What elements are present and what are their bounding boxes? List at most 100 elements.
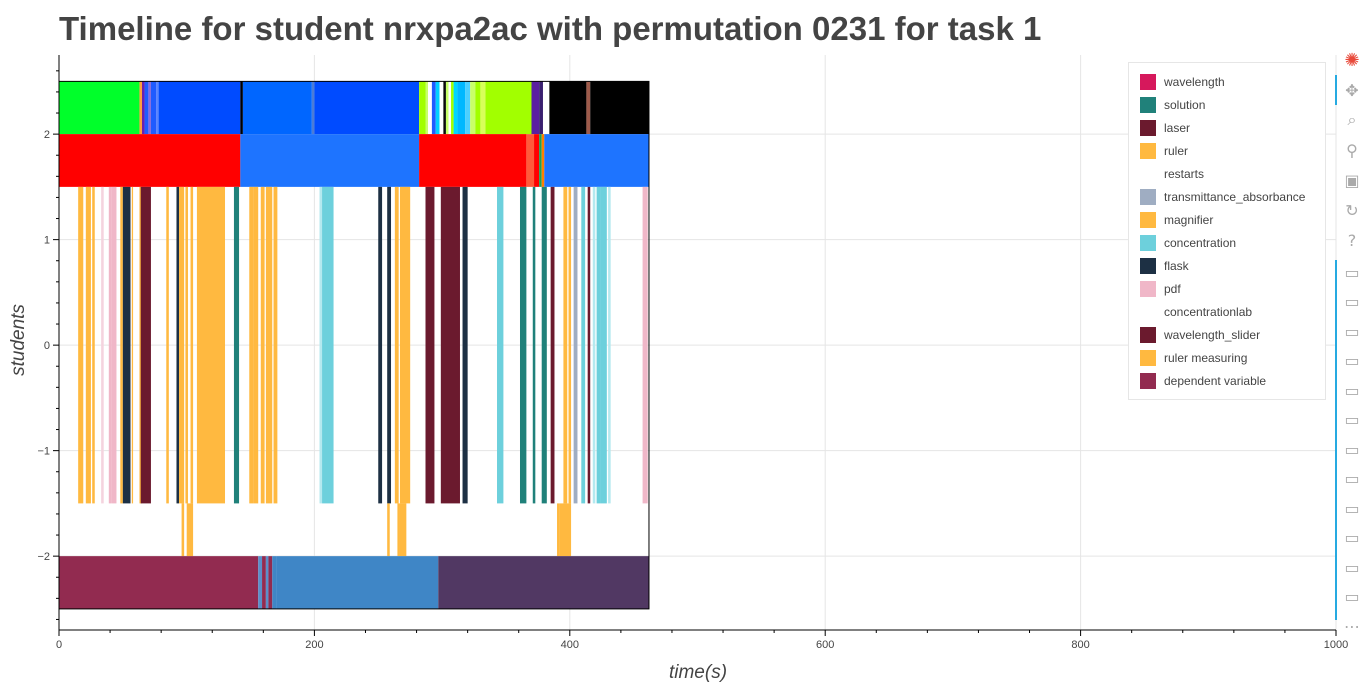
hover-icon[interactable]: ▭ xyxy=(1344,469,1360,488)
timeline-segment xyxy=(131,186,134,504)
timeline-segment xyxy=(539,134,542,187)
hover-icon[interactable]: ▭ xyxy=(1344,498,1360,518)
legend-item[interactable]: magnifier xyxy=(1140,208,1213,231)
legend-item[interactable]: transmittance_absorbance xyxy=(1140,185,1305,208)
timeline-segment xyxy=(542,81,550,135)
hover-icon[interactable]: ▭ xyxy=(1344,410,1360,429)
timeline-segment xyxy=(544,134,649,187)
legend-label: magnifier xyxy=(1164,212,1214,227)
timeline-segment xyxy=(608,186,611,504)
timeline-segment xyxy=(532,186,536,504)
timeline-segment xyxy=(311,81,315,135)
y-tick-label: 0 xyxy=(44,340,50,352)
legend: wavelength solution laser ruler restarts tran… xyxy=(1128,62,1326,400)
legend-item[interactable]: restarts xyxy=(1140,162,1204,185)
timeline-bars xyxy=(58,80,650,610)
legend-item[interactable]: pdf xyxy=(1140,277,1181,300)
hover-icon[interactable]: ▭ xyxy=(1344,262,1360,282)
timeline-segment xyxy=(419,81,426,135)
x-tick-label: 600 xyxy=(816,639,834,651)
timeline-segment xyxy=(92,186,95,504)
active-hover-indicator xyxy=(1335,260,1337,620)
timeline-segment xyxy=(59,81,140,135)
chart-title: Timeline for student nrxpa2ac with permu… xyxy=(59,10,1041,47)
hover-icon[interactable]: ▭ xyxy=(1344,439,1360,459)
reset-icon[interactable]: ↻ xyxy=(1345,200,1359,220)
legend-item[interactable]: wavelength xyxy=(1140,70,1225,93)
legend-label: pdf xyxy=(1164,281,1181,296)
timeline-segment xyxy=(445,81,449,135)
hover-icon[interactable]: ▭ xyxy=(1344,351,1360,370)
timeline-segment xyxy=(139,81,143,135)
legend-item[interactable]: dependent variable xyxy=(1140,369,1266,392)
legend-label: concentrationlab xyxy=(1164,304,1253,319)
timeline-segment xyxy=(526,134,535,187)
save-icon[interactable]: ▣ xyxy=(1344,170,1360,190)
legend-item[interactable]: laser xyxy=(1140,116,1190,139)
hover-icon[interactable]: ▭ xyxy=(1344,380,1360,400)
legend-swatch xyxy=(1140,303,1156,320)
timeline-segment xyxy=(242,81,312,135)
timeline-segment xyxy=(59,134,241,187)
legend-swatch xyxy=(1140,188,1156,205)
timeline-segment xyxy=(531,81,540,135)
timeline-segment xyxy=(156,81,159,135)
timeline-segment xyxy=(475,81,481,135)
x-tick-label: 800 xyxy=(1071,639,1089,651)
plot-toolbar: ✺ ✥ ⌕ ⚲ ▣ ↻? ▭ ▭ ▭ ▭ ▭ ▭ ▭ ▭ ▭ ▭ ▭ ▭ ⋯ xyxy=(1335,48,1366,638)
hover-icon[interactable]: ▭ xyxy=(1344,557,1360,577)
pan-icon[interactable]: ✥ xyxy=(1345,80,1359,100)
timeline-segment xyxy=(448,81,452,135)
timeline-segment xyxy=(378,186,383,504)
timeline-segment xyxy=(435,81,440,135)
legend-label: concentration xyxy=(1164,235,1237,250)
legend-item[interactable]: concentrationlab xyxy=(1140,300,1252,323)
timeline-segment xyxy=(586,81,591,135)
timeline-segment xyxy=(425,186,435,504)
legend-item[interactable]: ruler measuring xyxy=(1140,346,1247,369)
hover-icon[interactable]: ▭ xyxy=(1344,587,1360,606)
timeline-segment xyxy=(443,81,446,135)
timeline-segment xyxy=(186,503,194,557)
timeline-segment xyxy=(457,81,466,135)
timeline-segment xyxy=(101,186,104,504)
hover-icon[interactable]: ▭ xyxy=(1344,528,1360,547)
timeline-segment xyxy=(181,503,185,557)
timeline-segment xyxy=(78,186,84,504)
help-icon[interactable]: ? xyxy=(1347,230,1357,250)
x-tick-label: 1000 xyxy=(1324,639,1348,651)
hover-icon[interactable]: ▭ xyxy=(1344,321,1360,341)
timeline-segment xyxy=(600,186,607,504)
legend-item[interactable]: solution xyxy=(1140,93,1205,116)
timeline-segment xyxy=(249,186,254,504)
timeline-segment xyxy=(451,81,454,135)
timeline-segment xyxy=(587,186,591,504)
legend-swatch xyxy=(1140,73,1156,90)
timeline-segment xyxy=(240,81,243,135)
timeline-segment xyxy=(387,186,392,504)
timeline-segment xyxy=(179,186,185,504)
x-tick-label: 200 xyxy=(305,639,323,651)
timeline-segment xyxy=(465,81,471,135)
timeline-segment xyxy=(140,186,151,504)
more-icon[interactable]: ⋯ xyxy=(1344,616,1360,636)
legend-label: ruler xyxy=(1164,143,1189,158)
timeline-segment xyxy=(419,134,527,187)
bokeh-logo-icon[interactable]: ✺ xyxy=(1344,49,1360,71)
wheel-zoom-icon[interactable]: ⚲ xyxy=(1346,140,1358,160)
legend-swatch xyxy=(1140,372,1156,389)
legend-swatch xyxy=(1140,234,1156,251)
legend-item[interactable]: concentration xyxy=(1140,231,1236,254)
legend-item[interactable]: ruler xyxy=(1140,139,1188,162)
y-tick-label: −1 xyxy=(37,446,50,458)
hover-icon[interactable]: ▭ xyxy=(1344,292,1360,311)
timeline-segment xyxy=(387,503,390,557)
timeline-segment xyxy=(440,186,460,504)
legend-label: transmittance_absorbance xyxy=(1164,189,1306,204)
legend-item[interactable]: wavelength_slider xyxy=(1140,323,1260,346)
legend-item[interactable]: flask xyxy=(1140,254,1189,277)
legend-label: solution xyxy=(1164,97,1206,112)
timeline-segment xyxy=(568,186,572,504)
box-zoom-icon[interactable]: ⌕ xyxy=(1347,110,1357,129)
timeline-segment xyxy=(111,186,117,504)
